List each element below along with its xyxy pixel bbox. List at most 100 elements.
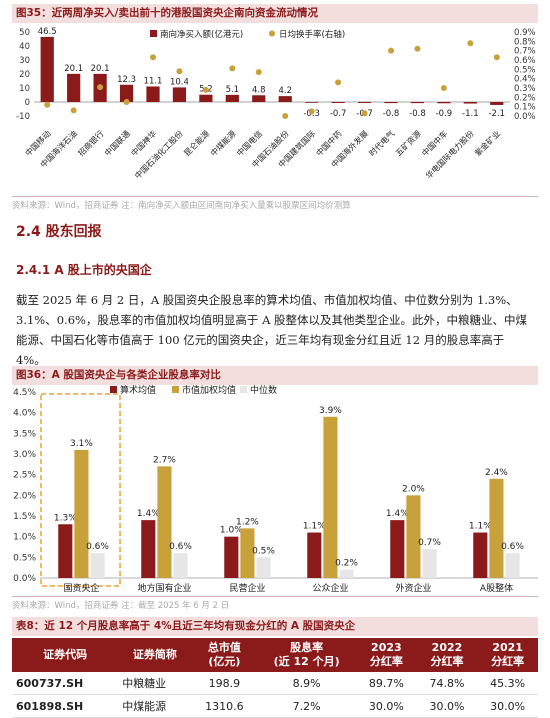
bar xyxy=(505,553,520,578)
turnover-point xyxy=(388,47,394,54)
bar xyxy=(240,528,255,578)
turnover-point xyxy=(440,85,447,91)
y-tick-label: 2.0% xyxy=(13,491,36,501)
figure-35-title: 图35：近两周净买入/卖出前十的港股国资央企南向资金流动情况 xyxy=(12,4,538,23)
table-header-cell: 股息率 (近 12 个月) xyxy=(257,638,357,672)
bar-data-label: 2.7% xyxy=(153,455,176,465)
bar-data-label: 10.4 xyxy=(170,77,189,87)
bar xyxy=(323,416,338,578)
bar-data-label: -0.9 xyxy=(436,109,453,119)
table-cell: 198.9 xyxy=(191,672,258,695)
table-cell: 中煤能源 xyxy=(118,694,192,718)
bar-data-label: 1.1% xyxy=(469,522,492,532)
x-category-label: 中国联通 xyxy=(102,128,132,158)
y-tick-label: 10 xyxy=(19,84,30,94)
table-cell: 30.0% xyxy=(477,694,538,718)
y-tick-label: 0.5% xyxy=(13,553,36,563)
bar xyxy=(199,94,213,102)
table-cell: 45.3% xyxy=(477,672,538,695)
table-cell: 89.7% xyxy=(356,672,417,695)
legend-label: 中位数 xyxy=(250,384,277,396)
y-tick-label: 20 xyxy=(19,70,30,80)
table-cell: 7.2% xyxy=(257,694,357,718)
bar-data-label: 0.6% xyxy=(169,542,192,552)
figure-35-source: 资料来源：Wind，招商证券 注：南向净买入额由区间南向净买入量乘以股票区间均价… xyxy=(12,196,538,211)
x-category-label: 五矿资源 xyxy=(393,128,423,158)
turnover-point xyxy=(282,113,289,119)
bar xyxy=(331,102,345,103)
table-cell: 601898.SH xyxy=(12,694,119,718)
turnover-point xyxy=(70,107,77,114)
x-category-label: 时代电气 xyxy=(367,128,397,158)
bar-data-label: 1.4% xyxy=(137,509,160,519)
y-tick-label: 4.5% xyxy=(13,388,36,398)
table-header-cell: 2021 分红率 xyxy=(477,638,538,672)
y-tick-label: 3.5% xyxy=(13,429,36,439)
bar-data-label: 46.5 xyxy=(38,27,57,37)
x-category-label: 公众企业 xyxy=(312,582,348,594)
table-header-cell: 2022 分红率 xyxy=(416,638,478,672)
bar xyxy=(173,553,188,578)
bar xyxy=(406,495,421,578)
turnover-point xyxy=(467,40,474,47)
table-cell: 30.0% xyxy=(356,694,417,718)
figure-36-title: 图36：A 股国资央企与各类企业股息率对比 xyxy=(12,366,538,385)
bar xyxy=(256,557,271,578)
legend-label: 市值加权均值 xyxy=(182,384,236,396)
bar xyxy=(119,84,134,102)
legend-swatch xyxy=(110,386,117,393)
turnover-point xyxy=(202,86,209,93)
bar xyxy=(339,569,354,578)
bar-data-label: 0.2% xyxy=(335,559,358,569)
bar-data-label: 12.3 xyxy=(117,75,136,85)
table-row: 601898.SH 中煤能源 1310.6 7.2% 30.0% 30.0% 30.0% xyxy=(12,694,538,718)
bar xyxy=(90,553,105,578)
table-header-cell: 总市值 (亿元) xyxy=(191,638,258,672)
y-tick-label: 0 xyxy=(25,98,30,108)
y2-tick-label: 0.1% xyxy=(514,103,536,113)
x-category-label: A股整体 xyxy=(480,582,513,594)
bar-data-label: 4.2 xyxy=(278,86,292,96)
bar-data-label: 20.1 xyxy=(64,64,83,74)
bar xyxy=(307,532,322,578)
y-tick-label: 50 xyxy=(19,28,30,38)
bar-data-label: -1.1 xyxy=(462,109,479,119)
bar-data-label: 0.6% xyxy=(86,542,109,552)
bar xyxy=(390,520,405,578)
x-category-label: 国资央企 xyxy=(63,582,99,594)
bar xyxy=(146,86,160,102)
y2-tick-label: 0.6% xyxy=(514,56,536,66)
figure-36-source: 资料来源：Wind，招商证券 注：截至 2025 年 6 月 2 日 xyxy=(12,596,538,611)
figure-36-chart: 0.0% 0.5% 1.0% 1.5% 2.0% 2.5% 3.0% 3.5% 4.0% 4.5%… xyxy=(13,384,538,594)
y-tick-label: 0.0% xyxy=(13,574,36,584)
bar xyxy=(74,449,89,578)
turnover-point xyxy=(335,79,342,86)
x-category-label: 昆仑能源 xyxy=(182,128,212,158)
x-category-label: 中煤能源 xyxy=(208,128,238,158)
bar-data-label: -0.7 xyxy=(330,109,347,119)
x-category-label: 外资企业 xyxy=(395,582,431,594)
bar-data-label: -2.1 xyxy=(488,109,505,119)
table-cell: 600737.SH xyxy=(12,672,119,695)
body-paragraph: 截至 2025 年 6 月 2 日，A 股国资央企股息率的算术均值、市值加权均值… xyxy=(16,293,528,367)
bar-data-label: 1.3% xyxy=(54,513,77,523)
y2-tick-label: 0.8% xyxy=(514,37,536,47)
bar-data-label: 1.1% xyxy=(303,522,326,532)
table-row: 600737.SH 中粮糖业 198.9 8.9% 89.7% 74.8% 45.3% xyxy=(12,672,538,695)
bar-data-label: 0.6% xyxy=(501,542,524,552)
legend-label-dot: 日均换手率(右轴) xyxy=(279,29,345,40)
bar xyxy=(463,102,477,104)
turnover-point xyxy=(308,108,315,115)
y2-tick-label: 0.7% xyxy=(514,47,536,57)
table-header-cell: 证券代码 xyxy=(12,638,119,672)
table-8-title: 表8：近 12 个月股息率高于 4%且近三年均有现金分红的 A 股国资央企 xyxy=(12,617,538,636)
x-category-label: 地方国有企业 xyxy=(137,582,191,594)
bar xyxy=(384,102,398,104)
bar xyxy=(58,524,73,578)
y2-tick-label: 0.9% xyxy=(514,28,536,38)
turnover-point xyxy=(97,84,104,91)
turnover-point xyxy=(123,99,130,105)
table-header-cell: 证券简称 xyxy=(118,638,192,672)
table-cell: 74.8% xyxy=(416,672,478,695)
bar-data-label: 1.2% xyxy=(236,517,259,527)
